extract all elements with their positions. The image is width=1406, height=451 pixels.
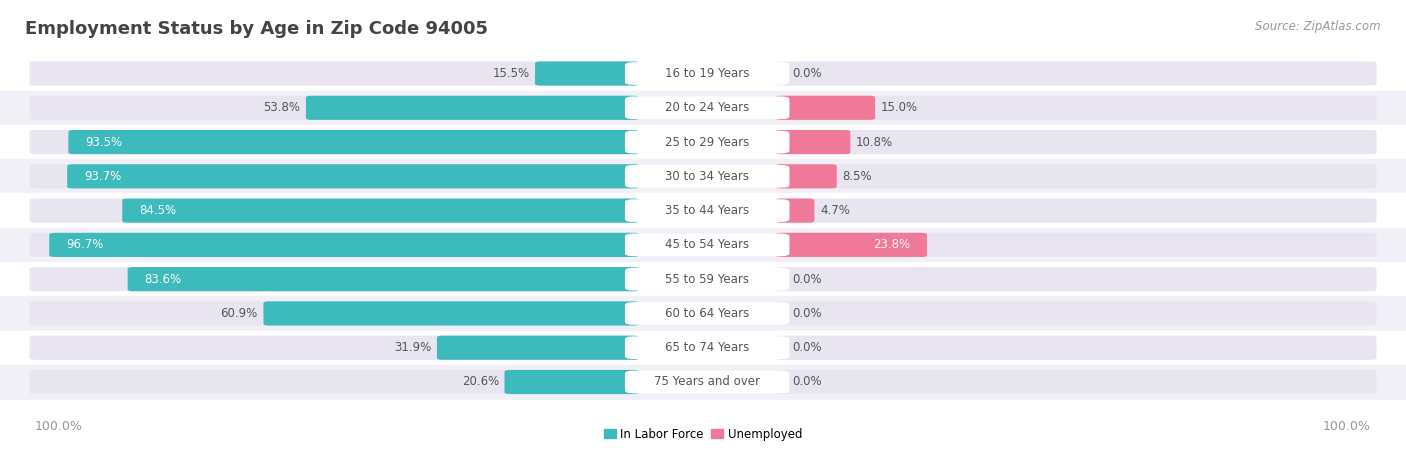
FancyBboxPatch shape [776,96,1376,120]
FancyBboxPatch shape [30,130,640,154]
FancyBboxPatch shape [624,268,790,290]
Text: 0.0%: 0.0% [793,341,823,354]
Text: 45 to 54 Years: 45 to 54 Years [665,239,749,251]
Text: 30 to 34 Years: 30 to 34 Years [665,170,749,183]
Text: 0.0%: 0.0% [793,376,823,388]
Text: 15.5%: 15.5% [492,67,530,80]
Text: 65 to 74 Years: 65 to 74 Years [665,341,749,354]
Text: 60.9%: 60.9% [221,307,257,320]
FancyBboxPatch shape [776,301,1376,326]
FancyBboxPatch shape [30,164,640,189]
FancyBboxPatch shape [776,164,1376,189]
FancyBboxPatch shape [128,267,640,291]
Text: Source: ZipAtlas.com: Source: ZipAtlas.com [1256,20,1381,33]
FancyBboxPatch shape [505,370,640,394]
Text: 0.0%: 0.0% [793,307,823,320]
FancyBboxPatch shape [624,131,790,153]
FancyBboxPatch shape [776,336,1376,360]
Text: 31.9%: 31.9% [394,341,432,354]
FancyBboxPatch shape [30,336,640,360]
FancyBboxPatch shape [624,199,790,222]
Text: 75 Years and over: 75 Years and over [654,376,761,388]
Text: 83.6%: 83.6% [145,273,181,285]
Text: 84.5%: 84.5% [139,204,176,217]
Text: Employment Status by Age in Zip Code 94005: Employment Status by Age in Zip Code 940… [25,20,488,38]
FancyBboxPatch shape [776,130,1376,154]
FancyBboxPatch shape [307,96,640,120]
Text: 8.5%: 8.5% [842,170,872,183]
Bar [0,91,1406,125]
Text: 20.6%: 20.6% [461,376,499,388]
FancyBboxPatch shape [776,96,875,120]
Bar [0,159,1406,193]
FancyBboxPatch shape [776,164,837,189]
FancyBboxPatch shape [624,302,790,325]
Text: 10.8%: 10.8% [856,136,893,148]
FancyBboxPatch shape [30,198,640,223]
Text: 60 to 64 Years: 60 to 64 Years [665,307,749,320]
FancyBboxPatch shape [30,61,640,86]
Text: 15.0%: 15.0% [880,101,918,114]
FancyBboxPatch shape [30,370,640,394]
Bar [0,296,1406,331]
FancyBboxPatch shape [624,234,790,256]
Text: 53.8%: 53.8% [263,101,301,114]
Text: 4.7%: 4.7% [820,204,849,217]
FancyBboxPatch shape [30,96,640,120]
Text: 35 to 44 Years: 35 to 44 Years [665,204,749,217]
FancyBboxPatch shape [624,97,790,119]
FancyBboxPatch shape [30,267,640,291]
FancyBboxPatch shape [624,62,790,85]
Text: 0.0%: 0.0% [793,67,823,80]
Text: 93.7%: 93.7% [84,170,121,183]
FancyBboxPatch shape [776,61,1376,86]
Bar [0,365,1406,399]
Text: 0.0%: 0.0% [793,273,823,285]
FancyBboxPatch shape [536,61,640,86]
Legend: In Labor Force, Unemployed: In Labor Force, Unemployed [605,428,801,441]
Text: 100.0%: 100.0% [1323,420,1371,433]
Bar [0,262,1406,296]
Bar [0,125,1406,159]
FancyBboxPatch shape [30,301,640,326]
Bar [0,193,1406,228]
FancyBboxPatch shape [67,164,640,189]
Text: 55 to 59 Years: 55 to 59 Years [665,273,749,285]
FancyBboxPatch shape [69,130,640,154]
Text: 25 to 29 Years: 25 to 29 Years [665,136,749,148]
FancyBboxPatch shape [776,370,1376,394]
FancyBboxPatch shape [122,198,640,223]
FancyBboxPatch shape [263,301,640,326]
FancyBboxPatch shape [30,233,640,257]
FancyBboxPatch shape [776,233,1376,257]
FancyBboxPatch shape [49,233,640,257]
Text: 20 to 24 Years: 20 to 24 Years [665,101,749,114]
Text: 100.0%: 100.0% [35,420,83,433]
FancyBboxPatch shape [776,198,1376,223]
FancyBboxPatch shape [776,130,851,154]
FancyBboxPatch shape [624,165,790,188]
Bar [0,228,1406,262]
Bar [0,331,1406,365]
FancyBboxPatch shape [437,336,640,360]
Text: 23.8%: 23.8% [873,239,910,251]
FancyBboxPatch shape [776,233,927,257]
Text: 93.5%: 93.5% [86,136,122,148]
FancyBboxPatch shape [624,371,790,393]
FancyBboxPatch shape [776,198,814,223]
FancyBboxPatch shape [624,336,790,359]
Bar [0,56,1406,91]
Text: 96.7%: 96.7% [66,239,104,251]
FancyBboxPatch shape [776,267,1376,291]
Text: 16 to 19 Years: 16 to 19 Years [665,67,749,80]
